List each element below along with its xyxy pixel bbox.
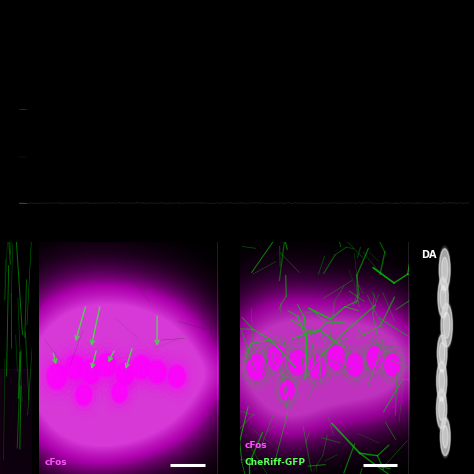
- Circle shape: [72, 379, 96, 410]
- Circle shape: [42, 357, 72, 396]
- Circle shape: [327, 345, 346, 371]
- Circle shape: [112, 383, 127, 402]
- Circle shape: [281, 381, 294, 400]
- Circle shape: [439, 369, 445, 393]
- Circle shape: [46, 362, 68, 391]
- Circle shape: [438, 275, 449, 320]
- Circle shape: [383, 353, 401, 377]
- Circle shape: [438, 277, 448, 318]
- Circle shape: [438, 335, 447, 372]
- Circle shape: [73, 348, 109, 395]
- Circle shape: [69, 375, 99, 415]
- Circle shape: [131, 354, 151, 381]
- Circle shape: [289, 351, 306, 374]
- Circle shape: [76, 353, 105, 391]
- Circle shape: [124, 345, 158, 390]
- Circle shape: [437, 389, 447, 429]
- Text: cFos: cFos: [245, 441, 267, 450]
- Circle shape: [115, 361, 135, 387]
- Circle shape: [82, 360, 100, 383]
- Circle shape: [385, 355, 400, 375]
- Circle shape: [440, 286, 446, 310]
- Circle shape: [60, 348, 89, 386]
- Circle shape: [439, 248, 450, 292]
- Circle shape: [127, 349, 155, 385]
- Text: cFos: cFos: [44, 458, 67, 467]
- Circle shape: [440, 417, 450, 456]
- Circle shape: [440, 301, 453, 350]
- Circle shape: [441, 304, 452, 347]
- Circle shape: [310, 356, 326, 378]
- Circle shape: [437, 332, 447, 374]
- Circle shape: [439, 249, 450, 290]
- Bar: [0, 370, 32, 474]
- Circle shape: [437, 334, 447, 373]
- Circle shape: [279, 379, 295, 401]
- Circle shape: [47, 365, 66, 389]
- Circle shape: [90, 343, 124, 387]
- Circle shape: [117, 364, 133, 385]
- Circle shape: [66, 356, 84, 379]
- Circle shape: [111, 382, 128, 404]
- Circle shape: [437, 361, 447, 401]
- Circle shape: [437, 362, 447, 401]
- Circle shape: [74, 383, 93, 407]
- Circle shape: [109, 353, 141, 395]
- Circle shape: [308, 354, 328, 381]
- Circle shape: [167, 364, 186, 389]
- Circle shape: [437, 390, 447, 428]
- Circle shape: [440, 415, 451, 458]
- Circle shape: [438, 397, 445, 421]
- Circle shape: [164, 360, 190, 393]
- Circle shape: [441, 303, 453, 348]
- Circle shape: [144, 355, 170, 389]
- Text: DA: DA: [421, 250, 436, 260]
- Circle shape: [443, 312, 450, 338]
- Text: CheRiff-GFP: CheRiff-GFP: [245, 458, 306, 467]
- Circle shape: [436, 359, 447, 403]
- Circle shape: [347, 354, 363, 375]
- Circle shape: [112, 357, 138, 391]
- Circle shape: [287, 348, 308, 376]
- Circle shape: [80, 358, 101, 386]
- Circle shape: [132, 356, 150, 378]
- Circle shape: [169, 366, 185, 387]
- Circle shape: [438, 278, 448, 317]
- Circle shape: [367, 347, 383, 369]
- Circle shape: [366, 345, 384, 371]
- Circle shape: [141, 350, 173, 393]
- Circle shape: [64, 353, 85, 381]
- Circle shape: [438, 246, 451, 293]
- Circle shape: [266, 343, 288, 373]
- Circle shape: [248, 355, 265, 379]
- Circle shape: [268, 346, 286, 370]
- Circle shape: [147, 359, 167, 384]
- Circle shape: [105, 374, 134, 411]
- Circle shape: [436, 386, 447, 431]
- Circle shape: [439, 342, 445, 364]
- Circle shape: [57, 344, 92, 391]
- Circle shape: [442, 426, 448, 448]
- Circle shape: [93, 347, 121, 383]
- Circle shape: [440, 418, 450, 456]
- Circle shape: [76, 385, 91, 405]
- Circle shape: [441, 257, 448, 282]
- Circle shape: [161, 356, 193, 397]
- Circle shape: [346, 352, 364, 378]
- Circle shape: [149, 361, 165, 383]
- Circle shape: [38, 352, 75, 401]
- Circle shape: [97, 351, 117, 378]
- Circle shape: [246, 353, 267, 382]
- Circle shape: [98, 354, 116, 376]
- Circle shape: [328, 346, 345, 369]
- Circle shape: [108, 378, 131, 408]
